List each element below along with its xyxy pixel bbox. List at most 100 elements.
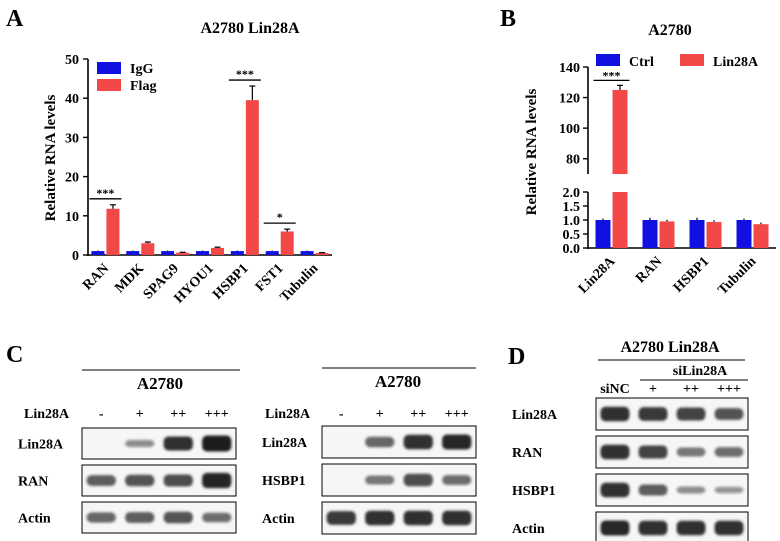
- blot-band: [202, 435, 232, 452]
- blot-band: [600, 520, 630, 536]
- blot-band: [403, 434, 433, 450]
- y-tick-label: 120: [559, 92, 580, 107]
- bar-igg: [230, 251, 244, 255]
- blot-band: [676, 520, 706, 536]
- lane-label: siNC: [600, 382, 630, 397]
- blot-band: [125, 440, 155, 447]
- blot-band: [326, 511, 356, 525]
- chart-b-title: A2780: [648, 22, 692, 39]
- panel-label-c: C: [6, 342, 23, 368]
- blot-band: [163, 436, 193, 451]
- blot-row-label: Lin28A: [262, 436, 308, 451]
- blot-band: [365, 436, 395, 448]
- blot-c-right-condition: Lin28A: [265, 407, 311, 422]
- y-tick-label: 0.0: [563, 242, 581, 257]
- lane-label: -: [339, 407, 344, 422]
- bar-flag: [280, 231, 294, 255]
- x-tick-label: HSBP1: [210, 261, 251, 302]
- blot-band: [442, 434, 472, 450]
- significance-marker: ***: [236, 67, 254, 81]
- bar-ctrl: [642, 220, 658, 248]
- x-tick-label: HYOU1: [172, 261, 217, 306]
- blot-band: [714, 486, 744, 494]
- x-tick-label: Lin28A: [576, 254, 619, 297]
- bar-flag: [315, 253, 329, 255]
- blot-band: [202, 512, 232, 523]
- lane-label: ++: [410, 407, 426, 422]
- blot-row-label: Actin: [18, 512, 51, 527]
- y-tick-label: 1.5: [563, 200, 581, 215]
- y-tick-label: 1.0: [563, 214, 581, 229]
- blot-band: [638, 445, 668, 459]
- western-blot-d: A2780 Lin28A siLin28A siNC + ++ +++Lin28ARA…: [512, 339, 749, 541]
- blot-band: [600, 406, 630, 422]
- lane-label: ++: [683, 382, 699, 397]
- bar-igg: [161, 251, 175, 255]
- blot-band: [403, 473, 433, 487]
- blot-row-label: RAN: [512, 446, 542, 461]
- bar-igg: [126, 251, 140, 255]
- significance-marker: ***: [96, 186, 114, 200]
- x-tick-label: RAN: [633, 254, 665, 286]
- bar-lin28a-lower: [612, 192, 628, 248]
- x-tick-label: Tubulin: [715, 254, 759, 298]
- blot-band: [403, 510, 433, 526]
- western-blot-c: A2780 Lin28A A2780 Lin28A - + ++ +++Lin28AR…: [18, 367, 477, 535]
- bar-lin28a: [659, 221, 675, 248]
- significance-marker: ***: [603, 68, 621, 82]
- legend-label-ctrl: Ctrl: [629, 55, 654, 70]
- bar-igg: [196, 251, 209, 255]
- blot-band: [163, 474, 193, 487]
- legend-label-lin28a: Lin28A: [713, 55, 759, 70]
- chart-b-ylabel: Relative RNA levels: [524, 89, 540, 216]
- y-tick-label: 30: [65, 131, 79, 146]
- legend-swatch-flag: [97, 79, 121, 91]
- bar-lin28a-upper: [612, 89, 628, 174]
- blot-d-title: A2780 Lin28A: [620, 339, 720, 356]
- blot-band: [638, 484, 668, 496]
- blot-band: [365, 475, 395, 485]
- blot-band: [714, 520, 744, 536]
- blot-row-label: Lin28A: [18, 438, 64, 453]
- blot-band: [638, 407, 668, 421]
- blot-band: [676, 486, 706, 494]
- bar-igg: [300, 251, 314, 255]
- lane-label: +: [649, 382, 657, 397]
- y-tick-label: 140: [559, 61, 580, 76]
- bar-flag: [245, 100, 259, 255]
- chart-a-rna-levels: A2780 Lin28A Relative RNA levels IgG Fla…: [43, 20, 332, 306]
- blot-band: [125, 512, 155, 523]
- y-tick-label: 20: [65, 171, 79, 186]
- legend-swatch-igg: [97, 62, 121, 74]
- blot-band: [600, 482, 630, 498]
- blot-band: [676, 447, 706, 457]
- bar-lin28a: [706, 221, 722, 248]
- blot-row-label: HSBP1: [512, 484, 556, 499]
- legend-swatch-lin28a: [680, 54, 704, 66]
- lane-label: +: [136, 407, 144, 422]
- bar-igg: [91, 251, 105, 255]
- blot-c-right-title: A2780: [375, 372, 421, 391]
- x-tick-label: Tubulin: [278, 261, 322, 305]
- blot-band: [442, 475, 472, 485]
- lane-label: +: [376, 407, 384, 422]
- chart-a-title: A2780 Lin28A: [200, 20, 300, 37]
- blot-row-label: Actin: [262, 512, 295, 527]
- blot-c-left-condition: Lin28A: [24, 407, 70, 422]
- lane-label: -: [99, 407, 104, 422]
- y-tick-label: 10: [65, 210, 79, 225]
- blot-band: [714, 447, 744, 457]
- bar-igg: [265, 251, 279, 255]
- significance-marker: *: [277, 210, 283, 224]
- lane-label: +++: [717, 382, 741, 397]
- chart-b-legend: Ctrl Lin28A: [596, 54, 759, 70]
- panel-label-d: D: [508, 344, 525, 370]
- bar-flag: [211, 247, 224, 255]
- blot-band: [202, 472, 232, 489]
- lane-label: +++: [205, 407, 229, 422]
- y-tick-label: 0: [72, 249, 79, 264]
- y-tick-label: 40: [65, 92, 79, 107]
- x-tick-label: RAN: [80, 261, 112, 293]
- bar-ctrl: [595, 220, 611, 248]
